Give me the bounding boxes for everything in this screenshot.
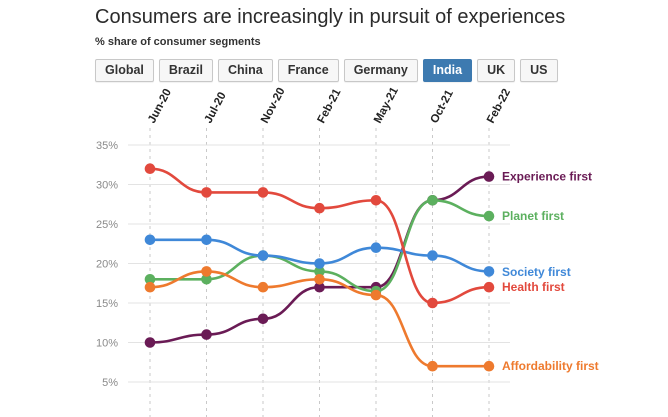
y-tick-label: 20% [96,259,118,271]
tab-brazil[interactable]: Brazil [158,59,213,82]
x-tick-label: May-21 [372,85,401,126]
tab-germany[interactable]: Germany [343,59,418,82]
affordability-first-point [483,360,495,372]
society-first-point [314,258,325,269]
tab-uk[interactable]: UK [477,59,516,82]
x-tick-label: Feb-21 [316,87,344,126]
health-first-point [201,187,212,198]
x-tick-label: Oct-21 [429,88,457,126]
tab-china[interactable]: China [217,59,273,82]
health-first-label: Health first [502,280,565,294]
affordability-first-point [144,281,156,293]
health-first-point [314,202,325,214]
y-tick-label: 25% [96,219,118,231]
society-first-label: Society first [502,265,571,279]
health-first-point [427,297,438,309]
y-tick-label: 15% [96,298,118,310]
affordability-first-point [427,360,438,372]
x-tick-label: Feb-22 [485,87,513,125]
experience-first-point [314,281,325,293]
experience-first-point [144,337,156,348]
experience-first-point [201,329,212,340]
society-first-point [201,234,212,246]
experience-first-label: Experience first [502,170,592,184]
planet-first-point [427,195,438,206]
planet-first-point [314,266,325,277]
health-first-point [144,163,156,174]
y-tick-label: 35% [96,140,118,152]
affordability-first-point [257,281,269,293]
y-tick-label: 10% [96,338,118,350]
tab-india[interactable]: India [422,59,473,82]
society-first-point [257,250,269,261]
planet-first-point [201,274,212,285]
society-first-point [144,234,156,246]
planet-first-label: Planet first [502,209,564,223]
x-tick-label: Jul-20 [203,90,229,125]
chart-title: Consumers are increasingly in pursuit of… [95,6,566,28]
tab-france[interactable]: France [277,59,339,82]
health-first-point [483,281,495,293]
affordability-first-point [370,289,382,301]
health-first-point [257,187,269,198]
y-tick-label: 30% [96,180,118,192]
planet-first-point [483,210,495,222]
society-first-point [483,266,495,277]
country-tabs: Global Brazil China France Germany India… [95,59,558,82]
affordability-first-label: Affordability first [502,359,599,373]
affordability-first-point [314,274,325,285]
health-first-point [370,195,382,206]
tab-us[interactable]: US [520,59,558,82]
experience-first-point [483,171,495,182]
society-first-point [370,242,382,253]
x-tick-label: Nov-20 [259,86,288,126]
planet-first-point [144,274,156,285]
y-tick-label: 5% [102,377,118,389]
tab-global[interactable]: Global [95,59,154,82]
x-tick-label: Jun-20 [146,87,174,125]
society-first-point [427,250,438,261]
experience-first-point [257,313,269,325]
affordability-first-point [201,266,212,277]
chart-subtitle: % share of consumer segments [95,36,261,48]
